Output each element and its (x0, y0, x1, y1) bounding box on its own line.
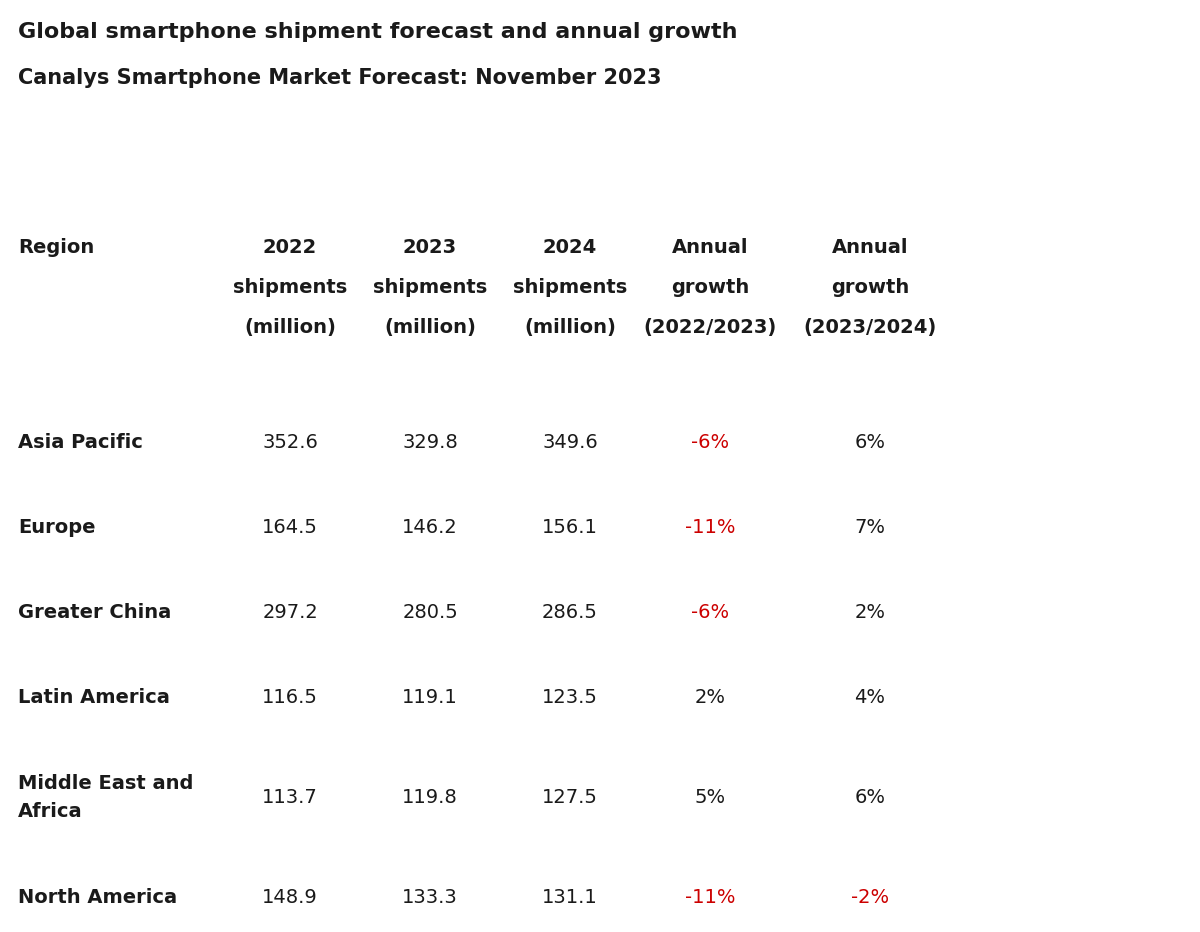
Text: 127.5: 127.5 (542, 788, 598, 807)
Text: 2023: 2023 (403, 238, 457, 257)
Text: (million): (million) (384, 318, 476, 337)
Text: 349.6: 349.6 (542, 433, 598, 452)
Text: 297.2: 297.2 (262, 603, 318, 622)
Text: 148.9: 148.9 (262, 888, 318, 907)
Text: -2%: -2% (851, 888, 889, 907)
Text: 6%: 6% (854, 788, 886, 807)
Text: -11%: -11% (685, 518, 736, 537)
Text: (million): (million) (524, 318, 616, 337)
Text: shipments: shipments (512, 278, 628, 297)
Text: 146.2: 146.2 (402, 518, 458, 537)
Text: (million): (million) (244, 318, 336, 337)
Text: 329.8: 329.8 (402, 433, 458, 452)
Text: Europe: Europe (18, 518, 96, 537)
Text: Canalys Smartphone Market Forecast: November 2023: Canalys Smartphone Market Forecast: Nove… (18, 68, 661, 88)
Text: 6%: 6% (854, 433, 886, 452)
Text: growth: growth (830, 278, 910, 297)
Text: growth: growth (671, 278, 749, 297)
Text: 352.6: 352.6 (262, 433, 318, 452)
Text: 4%: 4% (854, 688, 886, 707)
Text: (2022/2023): (2022/2023) (643, 318, 776, 337)
Text: Greater China: Greater China (18, 603, 172, 622)
Text: -6%: -6% (691, 603, 730, 622)
Text: 2%: 2% (695, 688, 726, 707)
Text: Annual: Annual (832, 238, 908, 257)
Text: 156.1: 156.1 (542, 518, 598, 537)
Text: 116.5: 116.5 (262, 688, 318, 707)
Text: 164.5: 164.5 (262, 518, 318, 537)
Text: 119.1: 119.1 (402, 688, 458, 707)
Text: North America: North America (18, 888, 178, 907)
Text: (2023/2024): (2023/2024) (803, 318, 937, 337)
Text: shipments: shipments (233, 278, 347, 297)
Text: Asia Pacific: Asia Pacific (18, 433, 143, 452)
Text: Global smartphone shipment forecast and annual growth: Global smartphone shipment forecast and … (18, 22, 738, 42)
Text: 2022: 2022 (263, 238, 317, 257)
Text: shipments: shipments (373, 278, 487, 297)
Text: 7%: 7% (854, 518, 886, 537)
Text: Annual: Annual (672, 238, 749, 257)
Text: Middle East and: Middle East and (18, 774, 193, 793)
Text: -11%: -11% (685, 888, 736, 907)
Text: 123.5: 123.5 (542, 688, 598, 707)
Text: 2024: 2024 (542, 238, 598, 257)
Text: -6%: -6% (691, 433, 730, 452)
Text: Latin America: Latin America (18, 688, 170, 707)
Text: 5%: 5% (695, 788, 726, 807)
Text: 133.3: 133.3 (402, 888, 458, 907)
Text: 131.1: 131.1 (542, 888, 598, 907)
Text: 113.7: 113.7 (262, 788, 318, 807)
Text: Region: Region (18, 238, 95, 257)
Text: Africa: Africa (18, 802, 83, 821)
Text: 2%: 2% (854, 603, 886, 622)
Text: 280.5: 280.5 (402, 603, 458, 622)
Text: 286.5: 286.5 (542, 603, 598, 622)
Text: 119.8: 119.8 (402, 788, 458, 807)
